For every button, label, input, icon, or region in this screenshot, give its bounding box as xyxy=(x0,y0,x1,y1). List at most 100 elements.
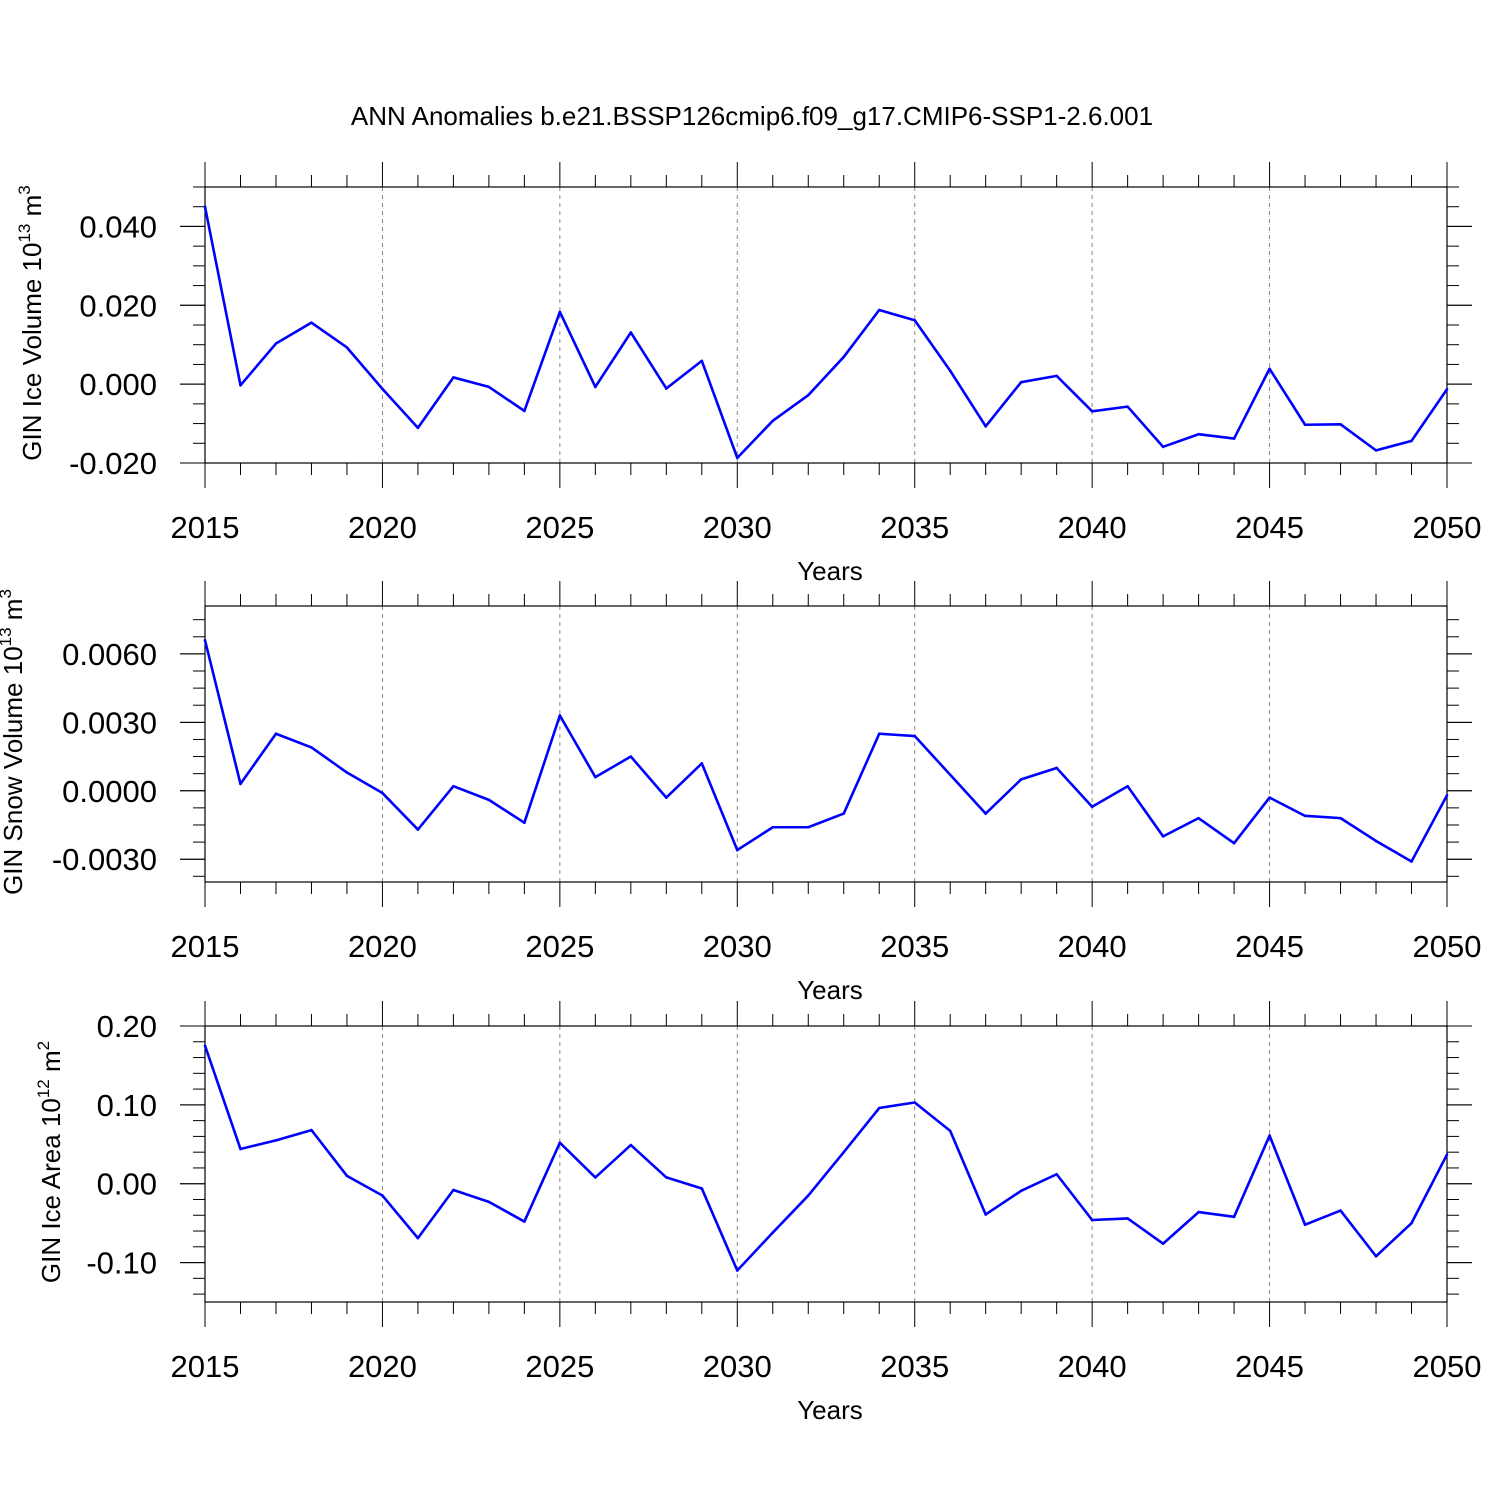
x-tick-label: 2020 xyxy=(348,1349,417,1384)
y-axis-label-part: GIN Snow Volume 10 xyxy=(0,646,28,895)
data-point xyxy=(1197,1210,1200,1214)
data-point xyxy=(806,1194,810,1197)
data-point xyxy=(1126,1217,1129,1220)
data-point xyxy=(1019,380,1023,384)
y-axis-label-part: m xyxy=(36,1050,66,1079)
x-tick-label: 2030 xyxy=(703,929,772,964)
y-axis-label-part: GIN Ice Area 10 xyxy=(36,1098,66,1283)
data-point xyxy=(771,825,775,829)
y-tick-label: 0.20 xyxy=(97,1009,157,1044)
y-axis-label-superscript: 2 xyxy=(34,1041,53,1050)
data-point xyxy=(1445,794,1449,797)
y-axis-label-part: m xyxy=(17,195,47,224)
data-point xyxy=(1055,1172,1058,1176)
series-line xyxy=(203,1045,1449,1272)
y-axis-label-superscript: 12 xyxy=(34,1079,53,1098)
data-point xyxy=(700,1187,704,1190)
data-point xyxy=(1374,839,1378,843)
data-point xyxy=(274,1139,278,1142)
data-point xyxy=(665,796,668,799)
data-point xyxy=(1232,437,1236,440)
data-point xyxy=(558,1141,562,1145)
data-point xyxy=(1339,1209,1342,1212)
x-tick-label: 2040 xyxy=(1058,510,1127,545)
data-point xyxy=(665,387,668,390)
y-axis-label-superscript: 13 xyxy=(15,224,34,243)
data-point xyxy=(1268,796,1271,799)
data-point xyxy=(842,812,846,815)
y-axis-label: GIN Ice Area 1012 m2 xyxy=(34,1041,66,1283)
data-point xyxy=(487,798,491,802)
data-point xyxy=(665,1176,668,1179)
data-point xyxy=(381,791,384,795)
panel-1: 2015 2020 2025 2030 2035 2040 2045 2050 Years 0.0… xyxy=(15,162,1481,586)
series-line xyxy=(203,206,1449,460)
data-point xyxy=(1445,387,1449,391)
x-tick-label: 2015 xyxy=(171,929,240,964)
y-axis-label: GIN Ice Volume 1013 m3 xyxy=(15,185,47,461)
data-point xyxy=(806,825,810,829)
data-point xyxy=(487,385,491,389)
data-point xyxy=(416,828,420,831)
y-tick-label: 0.00 xyxy=(97,1167,157,1202)
data-point xyxy=(1339,816,1342,820)
data-point xyxy=(1019,1189,1023,1193)
data-point xyxy=(381,1194,384,1197)
data-point xyxy=(735,456,739,460)
x-tick-label: 2035 xyxy=(880,929,949,964)
y-tick-label: 0.0060 xyxy=(62,637,157,672)
data-point xyxy=(1303,814,1307,818)
data-point xyxy=(913,1101,917,1104)
x-axis-label: Years xyxy=(797,1395,863,1425)
x-tick-label: 2045 xyxy=(1235,510,1304,545)
data-point xyxy=(1374,449,1378,452)
data-point xyxy=(771,1231,775,1234)
data-point xyxy=(1445,1153,1449,1156)
data-point xyxy=(1197,432,1200,436)
data-point xyxy=(558,310,562,314)
data-point xyxy=(1232,841,1236,845)
data-point xyxy=(1232,1215,1236,1219)
data-point xyxy=(558,714,562,717)
data-point xyxy=(700,359,704,363)
x-tick-label: 2030 xyxy=(703,1349,772,1384)
x-tick-label: 2025 xyxy=(525,929,594,964)
data-point xyxy=(487,1200,491,1204)
data-point xyxy=(310,1128,313,1132)
y-tick-label: -0.020 xyxy=(69,446,157,481)
data-point xyxy=(1268,1134,1271,1137)
y-tick-label: 0.0030 xyxy=(62,705,157,740)
data-point xyxy=(1090,805,1094,809)
x-tick-label: 2040 xyxy=(1058,1349,1127,1384)
y-tick-label: -0.10 xyxy=(86,1246,157,1281)
series-line xyxy=(203,639,1449,863)
data-point xyxy=(1410,1221,1413,1225)
data-point xyxy=(594,385,597,389)
x-tick-label: 2025 xyxy=(525,1349,594,1384)
data-point xyxy=(913,734,917,738)
x-tick-label: 2040 xyxy=(1058,929,1127,964)
data-point xyxy=(345,771,349,774)
data-point xyxy=(1268,367,1271,371)
data-point xyxy=(1055,374,1058,378)
panel-3: 2015 2020 2025 2030 2035 2040 2045 2050 Years 0.2… xyxy=(34,1001,1481,1425)
y-tick-label: 0.040 xyxy=(79,209,157,244)
data-point xyxy=(1410,860,1413,863)
data-point xyxy=(1303,423,1307,427)
plot-frame xyxy=(204,186,1448,464)
data-point xyxy=(1197,816,1200,820)
data-point xyxy=(1339,423,1342,426)
x-tick-label: 2035 xyxy=(880,510,949,545)
data-point xyxy=(629,1143,633,1147)
plot-frame xyxy=(204,1025,1448,1303)
data-point xyxy=(735,1269,739,1272)
data-point xyxy=(984,1213,987,1216)
data-point xyxy=(1090,1218,1094,1222)
data-point xyxy=(771,419,775,423)
y-tick-label: 0.0000 xyxy=(62,774,157,809)
data-point xyxy=(842,355,846,359)
data-point xyxy=(452,784,455,788)
data-point xyxy=(310,746,313,749)
data-point xyxy=(1126,405,1129,408)
